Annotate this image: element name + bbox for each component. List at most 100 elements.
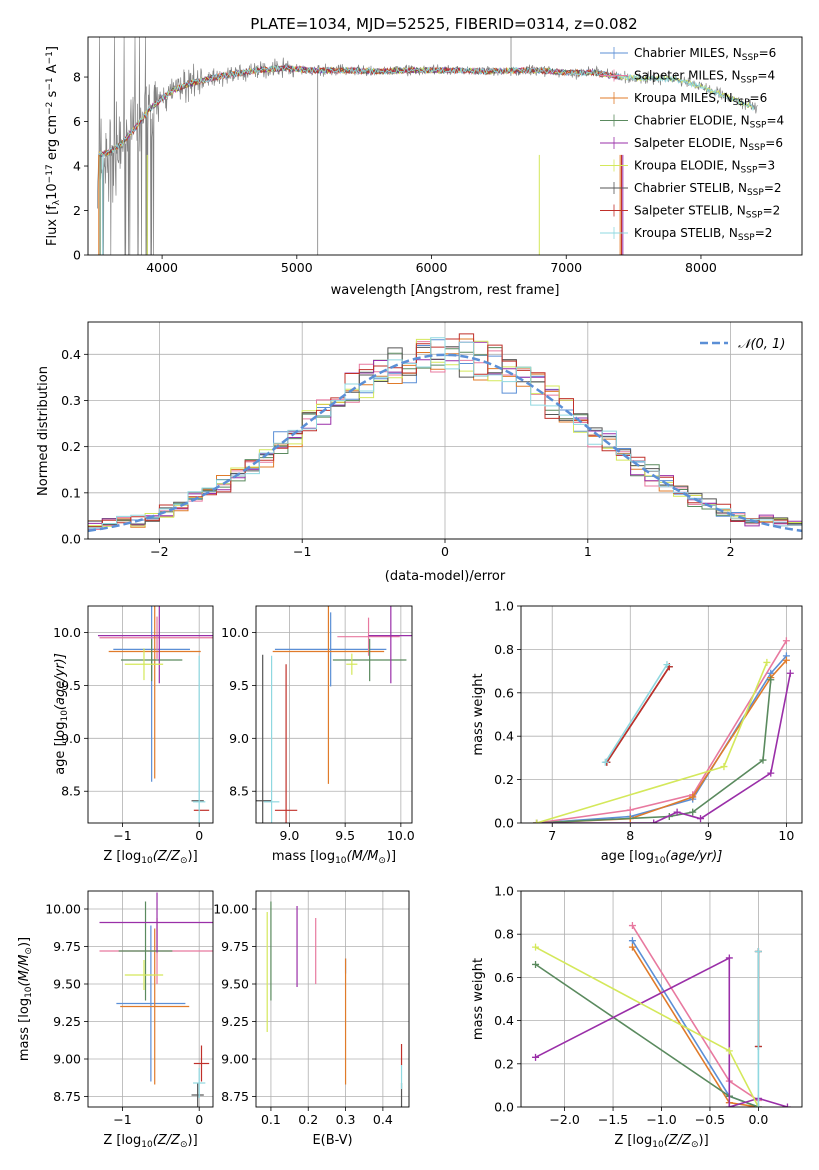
y-tick-label: 10.00 bbox=[213, 902, 249, 917]
x-tick-label: −1 bbox=[113, 828, 131, 843]
weight-marker-kroupa_elodie bbox=[533, 819, 541, 823]
axes-frame bbox=[520, 890, 803, 1108]
y-tick-label: 1.0 bbox=[494, 884, 514, 899]
x-tick-label: 8000 bbox=[685, 260, 717, 275]
y-tick-label: 9.25 bbox=[53, 1014, 81, 1029]
x-tick-label: 0.1 bbox=[261, 1112, 281, 1127]
axes-frame bbox=[255, 890, 410, 1108]
y-tick-label: 0.0 bbox=[494, 1100, 514, 1115]
x-axis-label: Z [log10(Z/Z⊙)] bbox=[614, 1133, 708, 1150]
x-tick-label: 0.2 bbox=[298, 1112, 318, 1127]
y-tick-label: 9.50 bbox=[53, 977, 81, 992]
weight-marker-kroupa_miles bbox=[628, 943, 636, 951]
weight-line-salpeter_miles bbox=[536, 640, 788, 823]
y-tick-label: 10.0 bbox=[53, 625, 81, 640]
weight-marker-kroupa_elodie bbox=[725, 1047, 733, 1055]
weight-line-chabrier_miles bbox=[631, 940, 759, 1107]
plot-residuals: −2 −1 0 1 2 0.0 0.1 0.2 0.3 0.4 𝒩(0, 1) (data-model… bbox=[36, 321, 803, 584]
weight-marker-salpeter_miles bbox=[626, 806, 634, 814]
y-axis-label: age [log10(age/yr)] bbox=[53, 653, 70, 775]
y-axis-label: Flux [fλ10−17 erg cm−2 s−1 A−1] bbox=[45, 46, 62, 246]
y-tick-label: 8.75 bbox=[221, 1089, 249, 1104]
legend-label-kroupa_stelib: Kroupa STELIB, NSSP=2 bbox=[634, 226, 772, 243]
weight-marker-salpeter_miles bbox=[628, 922, 636, 930]
y-tick-label: 0.2 bbox=[494, 772, 514, 787]
weight-marker-salpeter_elodie bbox=[767, 769, 775, 777]
x-tick-label: 0.3 bbox=[336, 1112, 356, 1127]
axes-frame bbox=[87, 605, 214, 824]
model-spectrum-chabrier_miles bbox=[98, 64, 620, 156]
weight-marker-chabrier_miles bbox=[628, 937, 636, 945]
plot-area bbox=[266, 901, 403, 1107]
x-tick-label: 9 bbox=[704, 828, 712, 843]
x-tick-label: −1 bbox=[113, 1112, 131, 1127]
y-tick-label: 0.4 bbox=[494, 1013, 514, 1028]
weight-marker-chabrier_elodie bbox=[759, 756, 767, 764]
x-tick-label: 10 bbox=[778, 828, 794, 843]
weight-marker-salpeter_elodie bbox=[532, 1053, 540, 1061]
plot-age_vs_mass: 9.0 9.5 10.0 8.5 9.0 9.5 10.0 mass [log10(M/M⊙)… bbox=[221, 605, 415, 866]
model-spectrum-salpeter_elodie bbox=[98, 65, 620, 157]
x-tick-label: 7 bbox=[548, 828, 556, 843]
weight-line-salpeter_elodie bbox=[535, 956, 788, 1107]
weight-marker-salpeter_elodie bbox=[783, 1103, 791, 1107]
legend-label-kroupa_elodie: Kroupa ELODIE, NSSP=3 bbox=[634, 159, 775, 176]
weight-marker-salpeter_miles bbox=[782, 637, 790, 645]
plot-weight_vs_Z: −2.0 −1.5 −1.0 −0.5 0.0 0.0 0.2 0.4 0.6 0.8 1.0 Z [… bbox=[471, 884, 803, 1150]
y-tick-label: 9.75 bbox=[221, 939, 249, 954]
x-tick-label: 10.0 bbox=[387, 828, 415, 843]
weight-marker-salpeter_elodie bbox=[725, 1103, 733, 1107]
plot-area bbox=[533, 637, 794, 823]
weight-line-salpeter_elodie bbox=[536, 673, 792, 823]
weight-marker-salpeter_elodie bbox=[725, 954, 733, 962]
y-tick-label: 0.4 bbox=[494, 729, 514, 744]
axes-frame bbox=[255, 605, 413, 824]
y-tick-label: 9.75 bbox=[53, 939, 81, 954]
weight-line-salpeter_stelib bbox=[606, 666, 670, 763]
x-tick-label: 4000 bbox=[146, 260, 178, 275]
y-tick-label: 8.5 bbox=[61, 784, 81, 799]
y-tick-label: 4 bbox=[73, 159, 81, 174]
weight-marker-kroupa_miles bbox=[689, 793, 697, 801]
legend-label-salpeter_stelib: Salpeter STELIB, NSSP=2 bbox=[634, 204, 780, 221]
x-axis-label: Z [log10(Z/Z⊙)] bbox=[103, 1133, 197, 1150]
model-spectrum-kroupa_stelib bbox=[98, 64, 755, 158]
gaussian-reference-curve bbox=[88, 353, 802, 533]
plot-weight_vs_age: 7 8 9 10 0.0 0.2 0.4 0.6 0.8 1.0 age [log10(age/yr… bbox=[471, 599, 803, 866]
y-axis-label: mass weight bbox=[471, 673, 486, 755]
y-tick-label: 0.8 bbox=[494, 927, 514, 942]
x-tick-label: −2.0 bbox=[549, 1112, 579, 1127]
model-spectrum-kroupa_elodie bbox=[98, 65, 755, 156]
y-tick-label: 2 bbox=[73, 203, 81, 218]
histogram-kroupa_stelib bbox=[88, 337, 802, 529]
x-tick-label: 6000 bbox=[416, 260, 448, 275]
weight-marker-salpeter_elodie bbox=[650, 819, 658, 823]
weight-line-chabrier_elodie bbox=[535, 963, 759, 1107]
legend-label-kroupa_miles: Kroupa MILES, NSSP=6 bbox=[634, 91, 767, 108]
legend-label-gaussian: 𝒩(0, 1) bbox=[738, 337, 785, 352]
x-tick-label: 0.4 bbox=[373, 1112, 393, 1127]
y-axis-label: mass [log10(M/M⊙)] bbox=[17, 937, 34, 1061]
legend-label-salpeter_miles: Salpeter MILES, NSSP=4 bbox=[634, 69, 775, 86]
weight-marker-salpeter_elodie bbox=[697, 815, 705, 823]
weight-marker-kroupa_elodie bbox=[532, 943, 540, 951]
x-axis-label: E(B-V) bbox=[312, 1133, 352, 1148]
y-tick-label: 1.0 bbox=[494, 599, 514, 614]
x-tick-label: 0 bbox=[195, 828, 203, 843]
x-tick-label: 8 bbox=[626, 828, 634, 843]
model-spectrum-chabrier_stelib bbox=[98, 65, 620, 158]
x-axis-label: Z [log10(Z/Z⊙)] bbox=[103, 849, 197, 866]
y-tick-label: 0.0 bbox=[61, 532, 81, 547]
legend-label-chabrier_stelib: Chabrier STELIB, NSSP=2 bbox=[634, 181, 782, 198]
y-tick-label: 9.50 bbox=[221, 977, 249, 992]
x-tick-label: −1.0 bbox=[646, 1112, 676, 1127]
y-tick-label: 9.5 bbox=[61, 678, 81, 693]
model-spectrum-salpeter_miles bbox=[98, 65, 620, 156]
x-tick-label: −1.5 bbox=[598, 1112, 628, 1127]
axes-frame bbox=[87, 890, 214, 1108]
plot-area bbox=[532, 922, 791, 1107]
plot-area bbox=[88, 333, 802, 533]
weight-marker-chabrier_elodie bbox=[767, 676, 775, 684]
weight-line-kroupa_miles bbox=[536, 659, 787, 823]
